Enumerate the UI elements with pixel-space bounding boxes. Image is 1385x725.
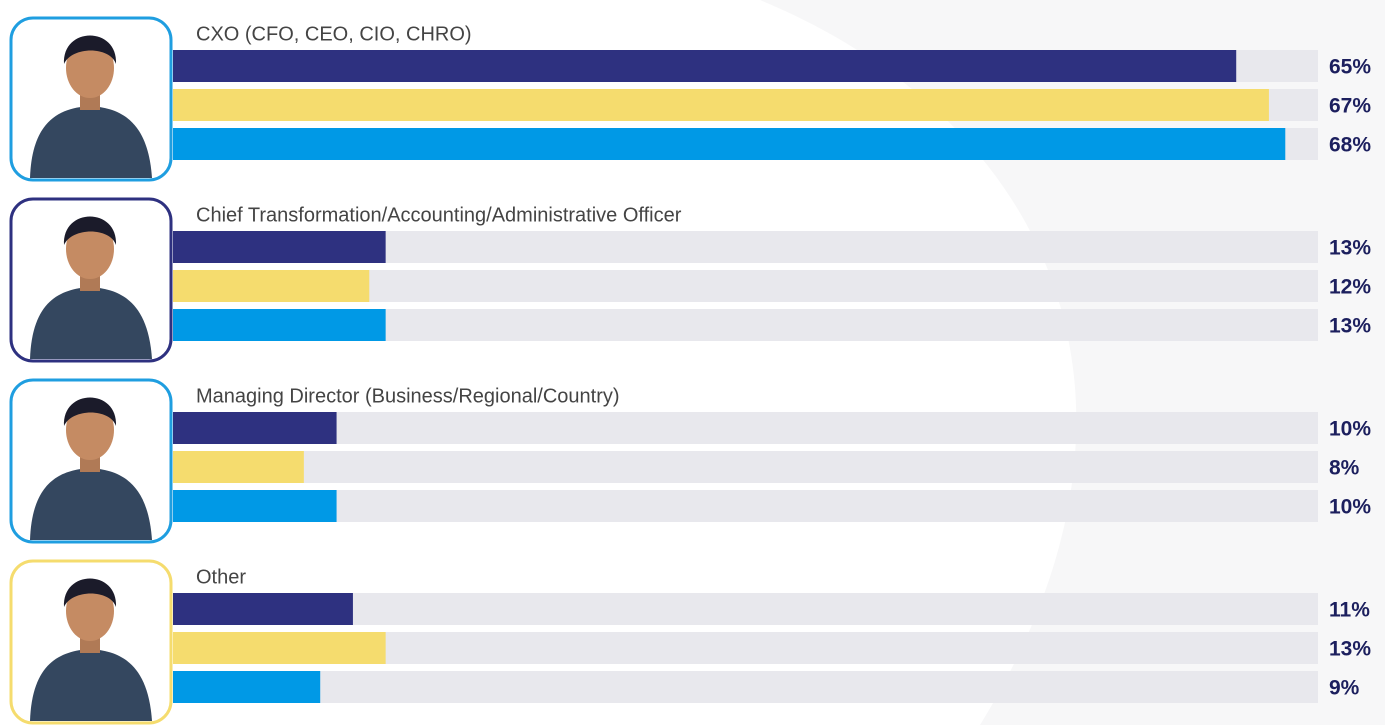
bar xyxy=(173,451,304,483)
bar xyxy=(173,593,353,625)
bar xyxy=(173,309,386,341)
value-label: 10% xyxy=(1329,496,1371,519)
value-label: 65% xyxy=(1329,56,1371,79)
value-label: 13% xyxy=(1329,638,1371,661)
bar-track xyxy=(173,671,1318,703)
value-label: 10% xyxy=(1329,418,1371,441)
bar-track xyxy=(173,451,1318,483)
bar xyxy=(173,50,1236,82)
value-label: 11% xyxy=(1329,599,1370,622)
category-label: Other xyxy=(196,566,246,588)
bar xyxy=(173,632,386,664)
bar xyxy=(173,89,1269,121)
bar xyxy=(173,490,337,522)
bar-track xyxy=(173,412,1318,444)
page: CXO (CFO, CEO, CIO, CHRO) 65% 67% 68% Chief … xyxy=(0,0,1385,725)
value-label: 9% xyxy=(1329,677,1360,700)
chart: CXO (CFO, CEO, CIO, CHRO) 65% 67% 68% Chief … xyxy=(0,0,1385,725)
value-label: 12% xyxy=(1329,276,1371,299)
avatar xyxy=(11,18,171,180)
bar-track xyxy=(173,490,1318,522)
category-label: Managing Director (Business/Regional/Cou… xyxy=(196,385,620,407)
avatar xyxy=(11,380,171,542)
bar xyxy=(173,128,1285,160)
bar xyxy=(173,671,320,703)
avatar xyxy=(11,199,171,361)
avatar xyxy=(11,561,171,723)
value-label: 67% xyxy=(1329,95,1371,118)
category-label: Chief Transformation/Accounting/Administ… xyxy=(196,204,682,226)
value-label: 13% xyxy=(1329,315,1371,338)
bar xyxy=(173,231,386,263)
value-label: 13% xyxy=(1329,237,1371,260)
value-label: 68% xyxy=(1329,134,1371,157)
bar xyxy=(173,270,369,302)
category-label: CXO (CFO, CEO, CIO, CHRO) xyxy=(196,23,472,45)
value-label: 8% xyxy=(1329,457,1360,480)
bar xyxy=(173,412,337,444)
